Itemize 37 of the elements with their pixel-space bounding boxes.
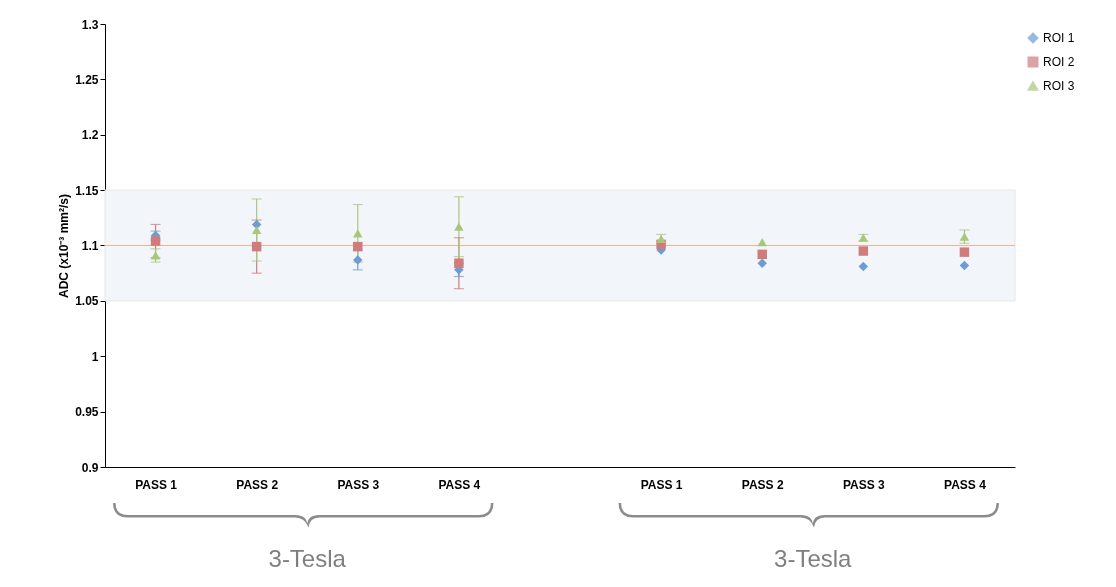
legend-label: ROI 3 — [1043, 79, 1075, 93]
point — [858, 261, 869, 272]
legend-label: ROI 1 — [1043, 31, 1075, 45]
y-tick-label: 1.1 — [81, 239, 99, 253]
point — [959, 247, 970, 257]
y-tick-label: 1 — [91, 349, 99, 364]
y-tick-label: 1.2 — [81, 128, 99, 143]
x-tick-label: PASS 4 — [438, 477, 481, 492]
point — [353, 241, 363, 252]
x-tick-label: PASS 4 — [944, 477, 987, 492]
point — [353, 255, 363, 265]
x-tick-label: PASS 1 — [135, 477, 178, 492]
point — [251, 225, 262, 235]
y-tick-label: 1.15 — [75, 183, 99, 198]
y-tick-label: 0.9 — [81, 460, 99, 475]
point — [251, 241, 262, 252]
point — [150, 236, 161, 246]
legend-label: ROI 2 — [1043, 55, 1075, 69]
y-tick-label: 0.95 — [75, 405, 99, 420]
point — [454, 222, 464, 231]
y-tick-label: 1.05 — [75, 294, 99, 309]
point — [757, 238, 767, 247]
x-tick-label: PASS 2 — [236, 477, 279, 492]
point — [757, 258, 767, 268]
text: 3-Tesla — [268, 545, 347, 572]
text: 3-Tesla — [774, 545, 853, 572]
x-tick-label: PASS 3 — [842, 477, 886, 492]
y-axis-title: ADC (x10⁻³ mm²/s) — [57, 193, 72, 299]
point — [454, 258, 464, 268]
point — [757, 249, 767, 260]
x-tick-label: PASS 2 — [741, 477, 784, 492]
point — [959, 260, 970, 271]
point — [858, 246, 869, 256]
y-tick-label: 1.25 — [75, 72, 99, 87]
x-tick-label: PASS 1 — [640, 477, 683, 492]
x-tick-label: PASS 3 — [337, 477, 380, 492]
y-tick-label: 1.3 — [81, 17, 99, 32]
